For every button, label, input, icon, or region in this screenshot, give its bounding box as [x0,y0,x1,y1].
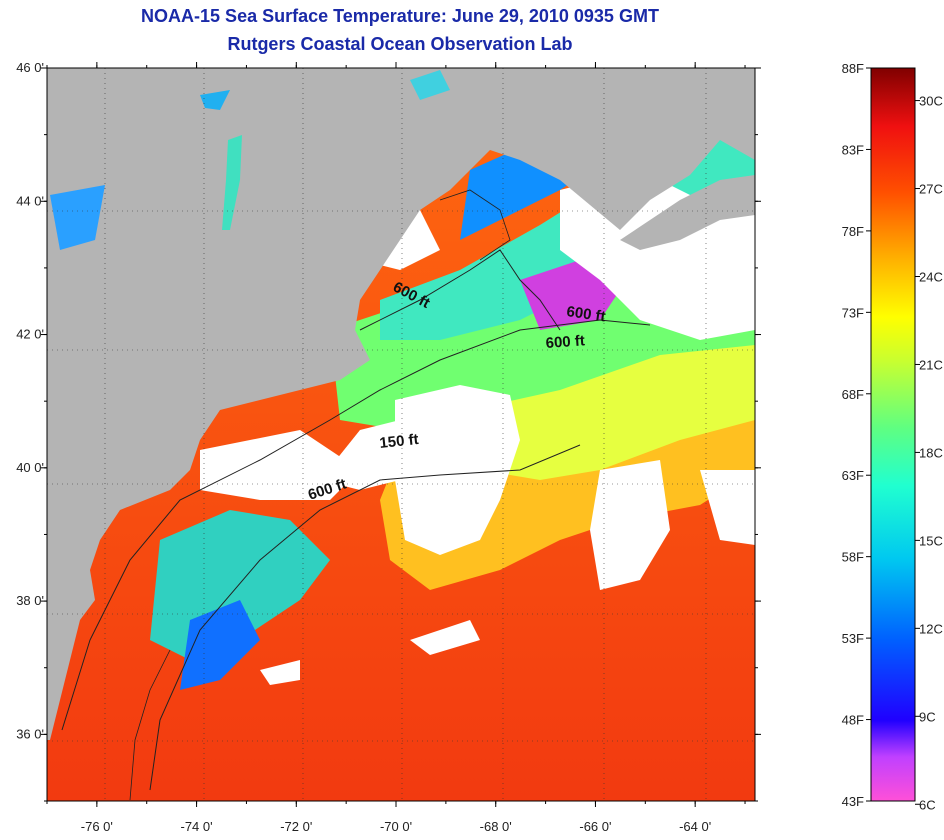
colorbar [870,67,916,802]
colorbar-f-label: 73F [842,305,864,320]
colorbar-f-label: 68F [842,387,864,402]
colorbar-c-label: 30C [919,94,943,109]
longitude-axis: -76 0' -74 0' -72 0' -70 0' -68 0' -66 0' -64 … [46,62,746,834]
colorbar-c-label: 21C [919,357,943,372]
colorbar-c-label: 12C [919,621,943,636]
colorbar-f-label: 53F [842,631,864,646]
colorbar-c-label: 6C [919,797,936,812]
lat-tick-label: 40 0' [16,460,44,475]
colorbar-c-label: 18C [919,445,943,460]
map-title: NOAA-15 Sea Surface Temperature: June 29… [141,6,659,26]
contour-label-150ft: 150 ft [379,431,420,452]
lon-tick-label: -76 0' [81,819,113,834]
lon-tick-label: -70 0' [380,819,412,834]
lon-tick-label: -64 0' [679,819,711,834]
lat-tick-label: 46 0' [16,60,44,75]
plot-frame [46,67,756,802]
lat-tick-label: 38 0' [16,593,44,608]
lat-tick-label: 44 0' [16,193,44,208]
colorbar-f-label: 88F [842,61,864,76]
colorbar-celsius-labels: 30C 27C 24C 21C 18C 15C 12C 9C 6C [915,94,943,812]
colorbar-fahrenheit-labels: 88F 83F 78F 73F 68F 63F 58F 53F 48F 43F [842,61,871,809]
colorbar-f-label: 48F [842,713,864,728]
contour-150ft [149,444,581,791]
contour-label-600ft-b: 600 ft [565,303,606,325]
contour-600ft [61,319,651,731]
land-mass [47,68,755,740]
latitude-axis: 46 0' 44 0' 42 0' 40 0' 38 0' 36 0' [16,60,761,802]
colorbar-c-label: 15C [919,533,943,548]
cloud-gap [395,385,520,555]
graticule [47,68,755,801]
lon-tick-label: -66 0' [579,819,611,834]
contour-label-600ft-c: 600 ft [545,332,585,352]
colorbar-f-label: 63F [842,468,864,483]
colorbar-f-label: 78F [842,224,864,239]
colorbar-f-label: 58F [842,550,864,565]
lon-tick-label: -72 0' [280,819,312,834]
colorbar-c-label: 9C [919,709,936,724]
lon-tick-label: -74 0' [181,819,213,834]
colorbar-c-label: 27C [919,182,943,197]
lon-tick-label: -68 0' [480,819,512,834]
lat-tick-label: 36 0' [16,726,44,741]
lat-tick-label: 42 0' [16,327,44,342]
colorbar-c-label: 24C [919,269,943,284]
map-image [47,68,755,801]
colorbar-f-label: 43F [842,794,864,809]
map-subtitle: Rutgers Coastal Ocean Observation Lab [227,34,573,54]
colorbar-f-label: 83F [842,142,864,157]
